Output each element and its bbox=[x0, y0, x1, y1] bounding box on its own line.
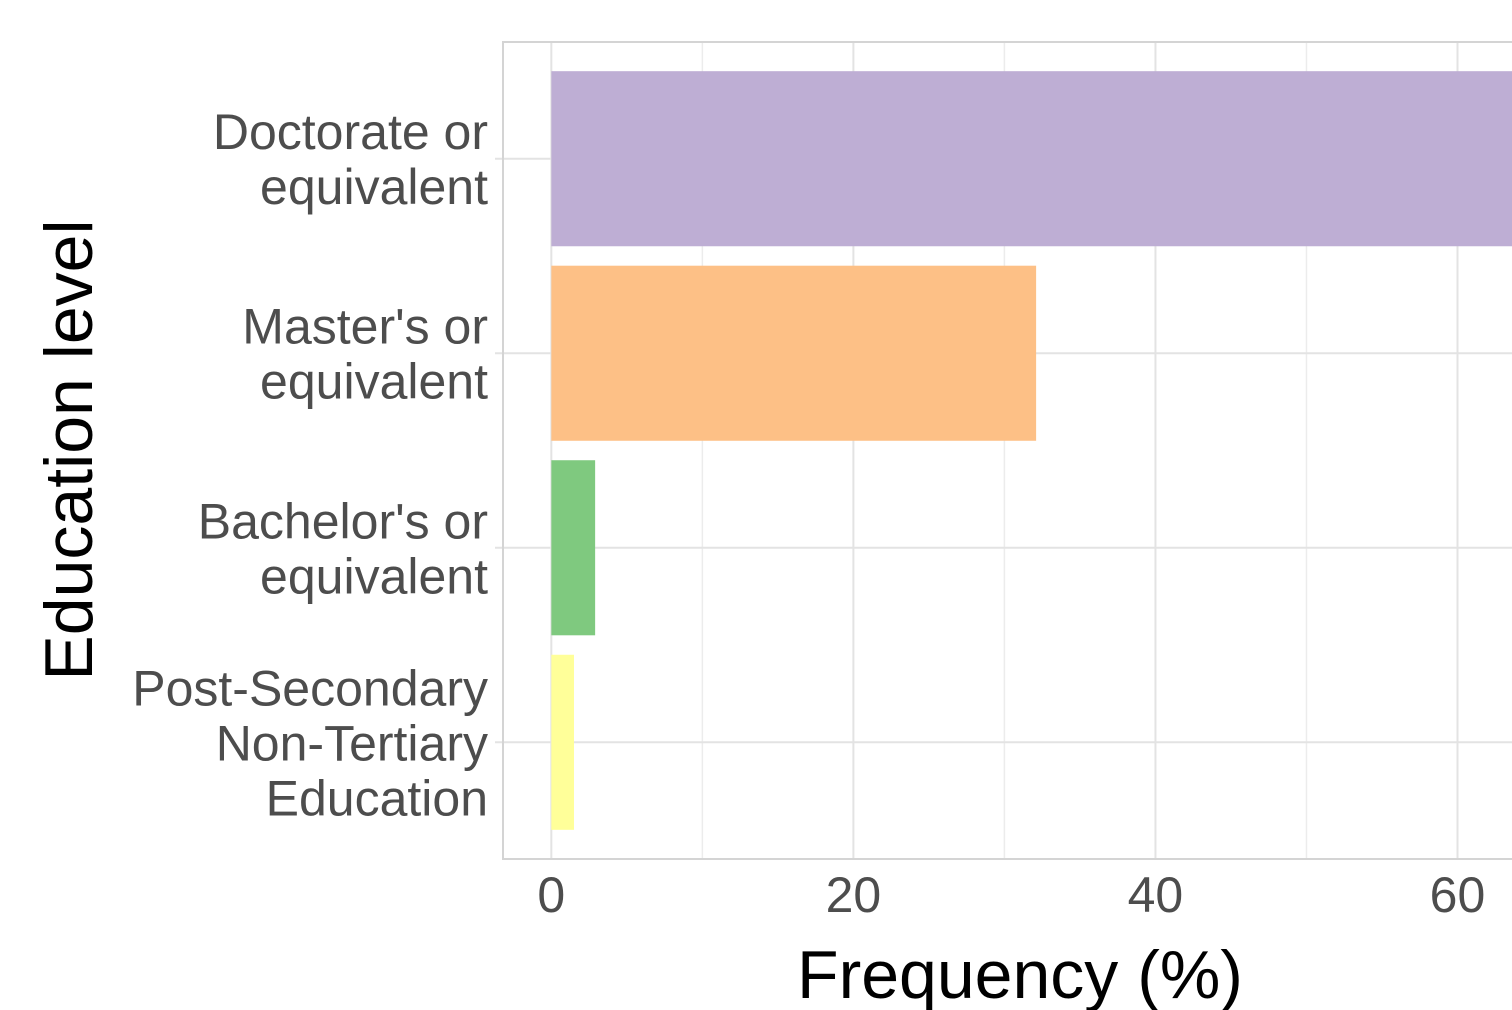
y-tick-label-line: equivalent bbox=[260, 548, 488, 604]
bar bbox=[551, 654, 574, 830]
x-tick-label: 60 bbox=[1430, 867, 1486, 923]
y-tick-label: Bachelor's or equivalent bbox=[198, 493, 488, 604]
y-tick-label-line: Master's or bbox=[242, 299, 488, 355]
y-tick-label-line: Doctorate or bbox=[213, 104, 488, 160]
y-tick-label: Doctorate or equivalent bbox=[213, 104, 488, 215]
x-tick-label: 40 bbox=[1128, 867, 1184, 923]
y-tick-label: Post-Secondary Non-Tertiary Education bbox=[132, 660, 488, 826]
y-tick-label: Master's or equivalent bbox=[242, 299, 488, 410]
y-tick-label-line: Post-Secondary bbox=[132, 660, 488, 716]
y-tick-label-line: equivalent bbox=[260, 354, 488, 410]
y-tick-label-line: equivalent bbox=[260, 159, 488, 215]
y-tick-label-line: Non-Tertiary bbox=[216, 715, 488, 771]
bar bbox=[551, 71, 1512, 247]
x-tick-label: 20 bbox=[826, 867, 882, 923]
bar bbox=[551, 265, 1037, 441]
x-axis-title: Frequency (%) bbox=[797, 937, 1243, 1010]
y-tick-label-line: Bachelor's or bbox=[198, 493, 488, 549]
bar bbox=[551, 460, 596, 636]
x-tick-label: 0 bbox=[537, 867, 565, 923]
x-tick-labels: 0 20 40 60 bbox=[537, 867, 1485, 923]
y-axis-title: Education level bbox=[31, 219, 107, 680]
bars bbox=[551, 71, 1512, 830]
panel-border bbox=[502, 41, 1512, 860]
y-tick-label-line: Education bbox=[266, 770, 488, 826]
